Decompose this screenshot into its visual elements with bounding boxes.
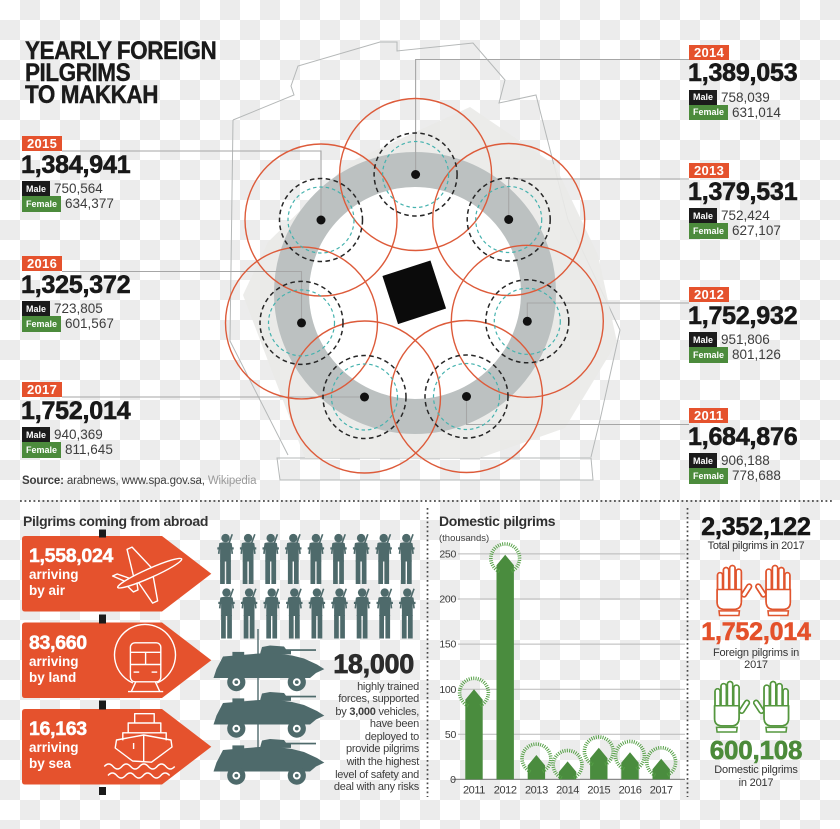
svg-text:2013: 2013 [525,785,548,797]
svg-text:2017: 2017 [650,785,673,797]
svg-text:2014: 2014 [556,785,579,797]
svg-text:2011: 2011 [463,785,485,797]
svg-text:200: 200 [439,594,456,606]
svg-text:50: 50 [445,729,457,741]
svg-text:2012: 2012 [494,785,517,797]
svg-text:0: 0 [450,774,456,786]
svg-text:250: 250 [439,549,456,561]
svg-text:2016: 2016 [619,785,642,797]
svg-text:100: 100 [439,684,456,696]
svg-text:2015: 2015 [587,785,610,797]
svg-text:150: 150 [439,639,456,651]
